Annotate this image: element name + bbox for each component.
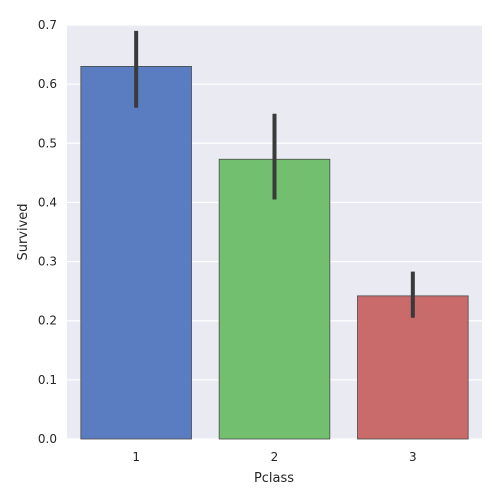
y-tick-label: 0.0: [38, 432, 57, 446]
bar-1: [80, 66, 192, 440]
x-tick-labels: 1 2 3: [132, 450, 416, 464]
x-tick-label: 3: [409, 450, 417, 464]
x-axis-label: Pclass: [254, 471, 294, 486]
y-tick-label: 0.4: [38, 195, 57, 209]
bar-2: [218, 158, 331, 440]
y-tick-labels: 0.0 0.1 0.2 0.3 0.4 0.5 0.6 0.7: [38, 18, 57, 446]
y-tick-label: 0.7: [38, 18, 57, 32]
y-tick-label: 0.2: [38, 314, 57, 328]
x-tick-label: 2: [271, 450, 279, 464]
y-tick-label: 0.1: [38, 373, 57, 387]
y-tick-label: 0.6: [38, 77, 57, 91]
bars: [80, 66, 469, 440]
y-axis-label: Survived: [16, 203, 31, 260]
x-tick-label: 1: [132, 450, 140, 464]
y-tick-label: 0.5: [38, 136, 57, 150]
error-bars: [134, 30, 415, 318]
bar-3: [357, 295, 469, 440]
y-tick-label: 0.3: [38, 255, 57, 269]
